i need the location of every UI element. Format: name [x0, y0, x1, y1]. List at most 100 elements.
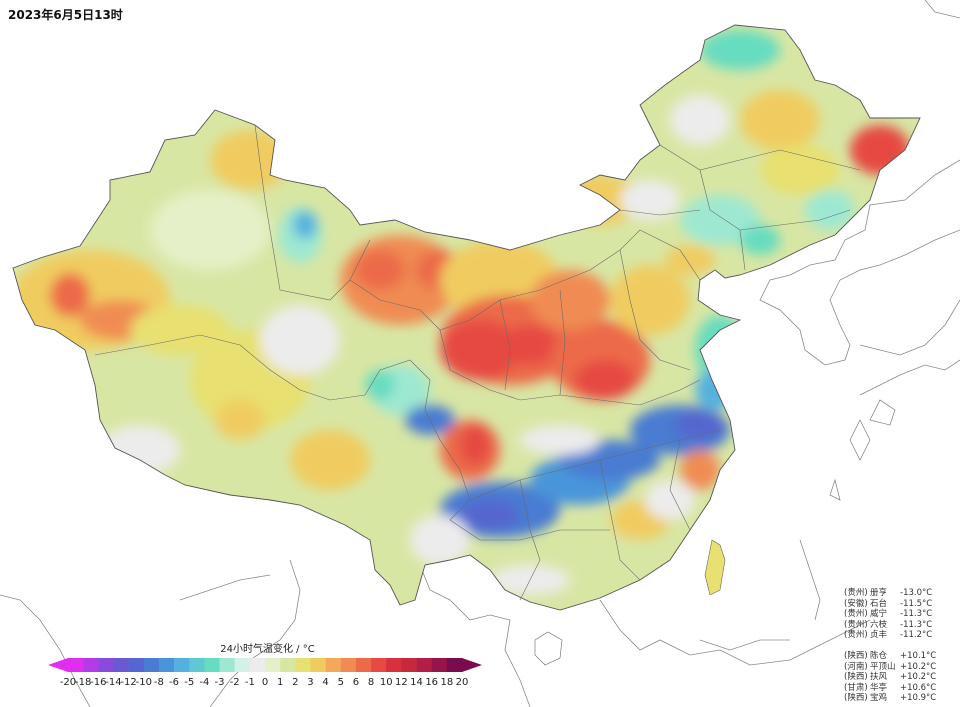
legend-tick-label: 2	[292, 677, 299, 688]
legend-tick-label: 12	[395, 677, 408, 688]
color-legend-bar	[48, 658, 482, 672]
legend-swatch	[325, 658, 342, 672]
legend-swatch	[113, 658, 129, 672]
legend-tick-label: -1	[244, 677, 255, 688]
station-value: -13.0°C	[900, 588, 933, 598]
station-low-row: (安徽) 石台 -11.5°C	[844, 599, 936, 610]
legend-arrow-low	[48, 658, 68, 672]
legend-tick-label: 8	[367, 677, 375, 688]
station-name: 宝鸡	[870, 693, 888, 704]
station-province: (陕西)	[844, 693, 868, 704]
legend-tick-label: 1	[276, 677, 284, 688]
station-province: (陕西)	[844, 650, 868, 661]
station-value: +10.1°C	[900, 650, 937, 661]
legend-swatch	[98, 658, 114, 672]
station-high-row: (陕西) 陈仓 +10.1°C	[844, 651, 936, 662]
station-province: (贵州)	[844, 630, 868, 641]
station-value: -11.3°C	[900, 619, 933, 630]
legend-tick-label: -6	[169, 677, 180, 688]
legend-swatch	[280, 658, 296, 672]
station-province: (贵州)	[844, 619, 868, 630]
station-name: 扶风	[870, 672, 888, 683]
legend-swatch	[204, 658, 220, 672]
legend-tick-label: -2	[229, 677, 240, 688]
legend-tick-label: -8	[153, 677, 164, 688]
legend-tick-label: -20	[59, 677, 77, 688]
station-low-list: (贵州) 册亨 -13.0°C (安徽) 石台 -11.5°C (贵州) 威宁 -11.3°…	[844, 588, 936, 641]
legend-swatch	[174, 658, 190, 672]
station-name: 陈仓	[870, 650, 888, 661]
station-high-row: (陕西) 宝鸡 +10.9°C	[844, 693, 936, 704]
station-low-row: (贵州) 威宁 -11.3°C	[844, 609, 936, 620]
legend-swatch	[219, 658, 235, 672]
station-high-row: (陕西) 扶风 +10.2°C	[844, 672, 936, 683]
legend-swatch	[265, 658, 281, 672]
legend-swatch	[68, 658, 84, 672]
legend-tick-label: 14	[410, 677, 423, 688]
legend-swatch	[295, 658, 311, 672]
station-value: -11.3°C	[900, 609, 933, 620]
station-value: -11.2°C	[900, 630, 933, 641]
station-value: +10.2°C	[900, 672, 937, 683]
legend-swatch	[249, 658, 266, 672]
station-high-list: (陕西) 陈仓 +10.1°C (河南) 平顶山 +10.2°C (陕西) 扶风 +10.2…	[844, 651, 936, 704]
station-high-row: (河南) 平顶山 +10.2°C	[844, 662, 936, 673]
station-province: (贵州)	[844, 609, 868, 620]
station-low-row: (贵州) 贞丰 -11.2°C	[844, 630, 936, 641]
legend-swatch	[355, 658, 372, 672]
legend-tick-label: -16	[90, 677, 107, 688]
station-name: 册亨	[870, 588, 888, 598]
legend-tick-label: -14	[105, 677, 122, 688]
legend-swatch	[189, 658, 205, 672]
station-value: +10.2°C	[900, 661, 937, 672]
legend-swatch	[128, 658, 145, 672]
station-province: (甘肃)	[844, 682, 868, 693]
station-province: (河南)	[844, 661, 868, 672]
legend-arrow-high	[462, 658, 482, 672]
legend-title: 24小时气温变化 / °C	[220, 644, 315, 655]
legend-tick-label: 20	[455, 677, 469, 688]
station-province: (安徽)	[844, 598, 868, 609]
taiwan-region	[704, 539, 726, 596]
legend-swatch	[158, 658, 175, 672]
legend-swatch	[83, 658, 99, 672]
hainan-region	[534, 631, 563, 666]
legend-tick-label: -12	[120, 677, 137, 688]
station-value: +10.6°C	[900, 682, 937, 693]
station-low-row: (贵州) 册亨 -13.0°C	[844, 588, 936, 599]
legend-tick-label: 10	[379, 677, 393, 688]
legend-swatch	[386, 658, 402, 672]
station-name: 华亭	[870, 682, 888, 693]
legend-swatch	[401, 658, 417, 672]
legend-tick-label: -18	[74, 677, 92, 688]
legend-swatch	[431, 658, 448, 672]
station-name: 贞丰	[870, 630, 888, 641]
legend-tick-label: -3	[214, 677, 225, 688]
legend-swatch	[340, 658, 357, 672]
legend-tick-label: 18	[440, 677, 454, 688]
legend-swatch	[234, 658, 251, 672]
legend-tick-label: -4	[199, 677, 210, 688]
station-value: -11.5°C	[900, 598, 933, 609]
legend-tick-label: -10	[135, 677, 152, 688]
legend-tick-label: 5	[337, 677, 344, 688]
station-name: 六枝	[870, 619, 888, 630]
station-high-row: (甘肃) 华亭 +10.6°C	[844, 683, 936, 694]
station-name: 平顶山	[870, 661, 896, 672]
legend-tick-label: 16	[425, 677, 439, 688]
station-province: (陕西)	[844, 672, 868, 683]
station-name: 石台	[870, 598, 888, 609]
legend-swatch	[143, 658, 160, 672]
legend-tick-label: 6	[352, 677, 360, 688]
legend-swatch	[371, 658, 387, 672]
legend-tick-label: 0	[261, 677, 269, 688]
legend-swatch	[416, 658, 432, 672]
station-name: 威宁	[870, 609, 888, 620]
station-low-row: (贵州) 六枝 -11.3°C	[844, 620, 936, 631]
station-extremes: (贵州) 册亨 -13.0°C (安徽) 石台 -11.5°C (贵州) 威宁 -11.3°…	[844, 588, 936, 704]
legend-tick-label: 4	[322, 677, 329, 688]
station-value: +10.9°C	[900, 693, 937, 704]
china-border	[12, 24, 921, 611]
